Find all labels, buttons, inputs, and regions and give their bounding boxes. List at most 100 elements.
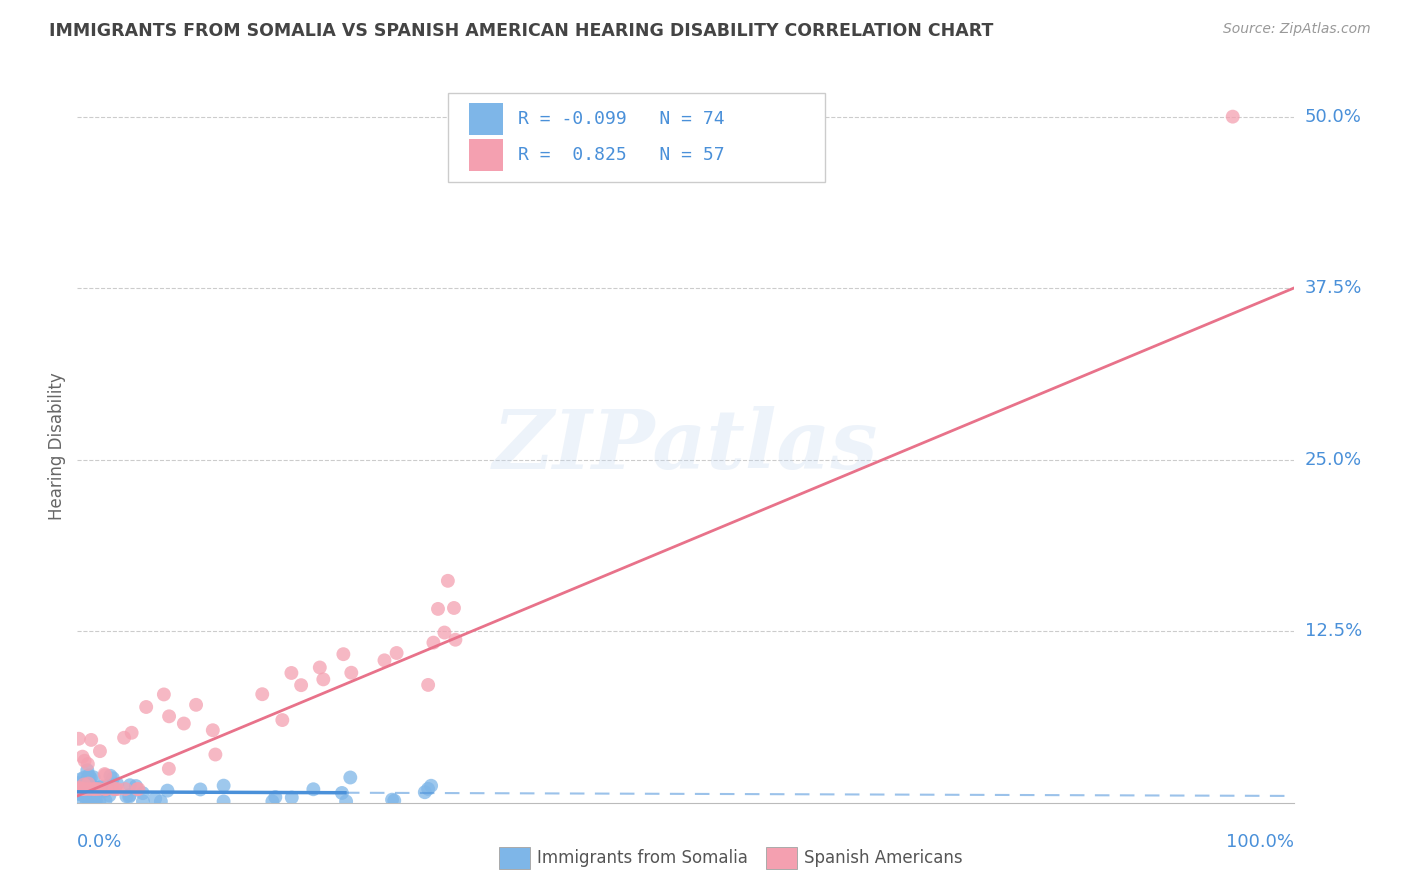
Point xyxy=(83,782,105,797)
Point xyxy=(83,783,105,797)
Point xyxy=(105,782,128,797)
Text: IMMIGRANTS FROM SOMALIA VS SPANISH AMERICAN HEARING DISABILITY CORRELATION CHART: IMMIGRANTS FROM SOMALIA VS SPANISH AMERI… xyxy=(49,22,994,40)
Point xyxy=(82,788,104,802)
Point xyxy=(82,788,104,802)
Point xyxy=(127,782,149,797)
Point xyxy=(79,789,101,803)
Point xyxy=(79,774,101,789)
Point xyxy=(72,782,94,797)
Point xyxy=(1222,110,1244,124)
Point xyxy=(416,781,439,796)
Point xyxy=(67,787,90,801)
Point xyxy=(94,782,117,797)
Point xyxy=(76,790,98,805)
Point xyxy=(77,776,100,790)
Point xyxy=(143,791,166,805)
Point xyxy=(72,787,94,801)
Point xyxy=(262,794,284,808)
Point xyxy=(100,769,122,783)
Point xyxy=(382,794,405,808)
Point xyxy=(80,771,103,785)
Point xyxy=(76,782,98,797)
Point xyxy=(73,781,96,796)
Point xyxy=(149,794,172,808)
Text: 0.0%: 0.0% xyxy=(77,833,122,851)
Point xyxy=(114,782,136,797)
Point xyxy=(385,646,408,660)
Point xyxy=(125,779,148,793)
Point xyxy=(83,770,105,784)
Point xyxy=(86,780,108,795)
Point xyxy=(72,749,94,764)
Point xyxy=(433,625,456,640)
Point xyxy=(443,601,465,615)
Point xyxy=(84,782,107,797)
Point xyxy=(204,747,226,762)
Point xyxy=(93,767,115,781)
Point xyxy=(153,688,176,702)
Point xyxy=(72,782,94,797)
Point xyxy=(104,782,127,797)
Point xyxy=(101,772,124,786)
Point xyxy=(76,794,98,808)
Point xyxy=(67,794,90,808)
Point xyxy=(89,794,111,808)
Point xyxy=(70,788,93,802)
Point xyxy=(188,782,211,797)
Point xyxy=(76,771,98,785)
Point xyxy=(427,602,450,616)
Point xyxy=(98,789,121,803)
Point xyxy=(280,665,302,680)
Point xyxy=(212,794,235,808)
Bar xyxy=(470,103,503,136)
Point xyxy=(418,678,440,692)
Point xyxy=(302,782,325,797)
Point xyxy=(72,782,94,797)
Point xyxy=(76,763,98,777)
Point xyxy=(103,782,125,797)
Text: 100.0%: 100.0% xyxy=(1226,833,1294,851)
Point xyxy=(339,771,361,785)
FancyBboxPatch shape xyxy=(449,93,825,182)
Point xyxy=(67,786,90,800)
Point xyxy=(332,647,354,661)
Text: 50.0%: 50.0% xyxy=(1305,108,1361,126)
Point xyxy=(264,790,287,805)
Point xyxy=(80,785,103,799)
Point xyxy=(94,768,117,782)
Point xyxy=(80,782,103,797)
Point xyxy=(89,744,111,758)
Point xyxy=(308,660,330,674)
Point xyxy=(112,731,135,745)
Point xyxy=(79,794,101,808)
Point xyxy=(105,777,128,791)
Point xyxy=(67,731,90,746)
Text: Immigrants from Somalia: Immigrants from Somalia xyxy=(537,849,748,867)
Point xyxy=(79,781,101,796)
Point xyxy=(76,757,98,772)
Point xyxy=(80,733,103,747)
Point xyxy=(212,779,235,793)
Point xyxy=(156,783,179,797)
Point xyxy=(89,782,111,797)
Text: 12.5%: 12.5% xyxy=(1305,623,1362,640)
Text: Spanish Americans: Spanish Americans xyxy=(804,849,963,867)
Point xyxy=(83,790,105,805)
Point xyxy=(135,700,157,714)
Point xyxy=(96,782,118,797)
Point xyxy=(97,779,120,793)
Point xyxy=(157,762,180,776)
Point xyxy=(67,782,90,797)
Point xyxy=(76,791,98,805)
Point xyxy=(330,786,353,800)
Point xyxy=(94,794,117,808)
Point xyxy=(73,777,96,791)
Text: ZIPatlas: ZIPatlas xyxy=(492,406,879,486)
Point xyxy=(290,678,312,692)
Point xyxy=(67,776,90,790)
Point xyxy=(69,772,91,787)
Point xyxy=(281,790,304,805)
Point xyxy=(312,673,335,687)
Point xyxy=(77,785,100,799)
Point xyxy=(271,713,294,727)
